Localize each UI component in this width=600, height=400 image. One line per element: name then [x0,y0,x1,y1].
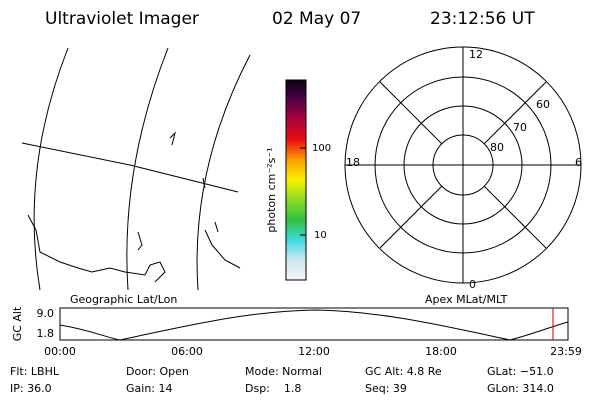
x-label: 12:00 [298,345,330,358]
polar-grid [344,46,582,284]
date: 02 May 07 [272,9,361,29]
time: 23:12:56 UT [430,9,535,29]
status: Mode: Normal [245,365,322,378]
lat-label: 60 [536,98,550,111]
altitude-axis-label: GC Alt [11,306,24,341]
meridian [33,47,69,291]
lat-label: 70 [513,121,527,134]
status: GC Alt: 4.8 Re [365,365,442,378]
status: Dsp: 1.8 [245,382,301,395]
mlt-line [379,81,443,145]
mlt-label: 6 [575,156,582,169]
mlt-label: 18 [346,156,360,169]
status: GLon: 314.0 [487,382,554,395]
x-label: 23:59 [550,345,582,358]
lat-label: 80 [490,141,504,154]
colorbar [285,79,307,281]
meridian [196,54,251,291]
altitude-curve [59,309,569,341]
y-label: 9.0 [37,307,55,320]
mlt-line [483,81,547,145]
status: GLat: −51.0 [487,365,554,378]
x-label: 18:00 [425,345,457,358]
colorbar-tick-label: 10 [314,230,327,241]
x-label: 00:00 [44,345,76,358]
coastline [27,131,241,283]
status: Gain: 14 [126,382,173,395]
colorbar-label: photon cm⁻²s⁻¹ [265,147,278,232]
x-label: 06:00 [171,345,203,358]
mlt-label: 0 [469,278,476,291]
instrument: Ultraviolet Imager [45,9,199,29]
status: Seq: 39 [365,382,407,395]
y-label: 1.8 [37,327,55,340]
colorbar-tick-label: 100 [312,143,331,154]
altitude-frame [59,307,569,341]
mlt-line [483,185,547,249]
status: Flt: LBHL [10,365,60,378]
panel-label: Geographic Lat/Lon [70,293,177,306]
mlt-line [379,185,443,249]
status: IP: 36.0 [10,382,52,395]
mlt-label: 12 [469,48,483,61]
status: Door: Open [126,365,189,378]
panel-label: Apex MLat/MLT [425,293,508,306]
map-grid [21,47,251,291]
parallel [21,142,239,193]
meridian [126,47,169,291]
